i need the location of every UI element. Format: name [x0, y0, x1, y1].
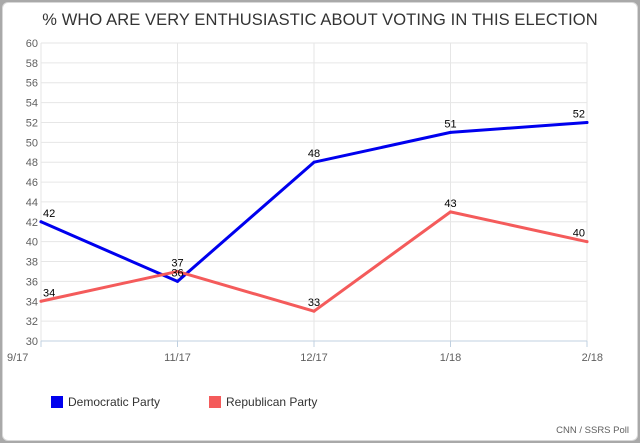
y-tick-label: 52: [26, 117, 38, 129]
y-tick-label: 60: [26, 38, 38, 50]
legend: Democratic Party Republican Party: [51, 395, 317, 409]
y-axis: 30 32 34 36 38 40 42 44 46 48 50 52 54 56 58 60: [26, 38, 38, 348]
data-point[interactable]: [449, 130, 452, 134]
y-tick-label: 50: [26, 137, 38, 149]
y-tick-label: 54: [26, 98, 38, 110]
x-axis: 9/17 11/17 12/17 1/18 2/18: [7, 340, 603, 364]
x-tick-label: 2/18: [582, 352, 603, 364]
legend-label[interactable]: Republican Party: [226, 395, 317, 409]
legend-swatch[interactable]: [51, 396, 63, 408]
chart-title: % WHO ARE VERY ENTHUSIASTIC ABOUT VOTING…: [42, 11, 598, 29]
series-group: [39, 120, 589, 313]
data-point[interactable]: [312, 309, 316, 313]
y-tick-label: 30: [26, 336, 38, 348]
y-tick-label: 56: [26, 78, 38, 90]
y-tick-label: 44: [26, 197, 38, 209]
data-point[interactable]: [39, 299, 43, 303]
data-label: 48: [308, 148, 320, 160]
y-tick-label: 32: [26, 316, 38, 328]
data-label: 51: [444, 118, 456, 130]
data-point[interactable]: [449, 210, 452, 214]
y-tick-label: 40: [26, 237, 38, 249]
y-tick-label: 38: [26, 257, 38, 269]
data-point[interactable]: [39, 220, 43, 224]
data-label: 52: [573, 108, 585, 120]
x-tick-label: 9/17: [7, 352, 28, 364]
legend-label[interactable]: Democratic Party: [68, 395, 160, 409]
x-tick-label: 12/17: [300, 352, 328, 364]
data-point[interactable]: [585, 120, 589, 124]
data-label: 40: [573, 228, 585, 240]
line-chart: 30 32 34 36 38 40 42 44 46 48 50 52 54 56 58 60 9/17 11/…: [7, 38, 629, 436]
data-label: 34: [43, 287, 55, 299]
data-label: 43: [444, 198, 456, 210]
y-tick-label: 58: [26, 58, 38, 70]
data-point[interactable]: [312, 160, 316, 164]
data-point[interactable]: [176, 269, 179, 273]
data-label: 33: [308, 297, 320, 309]
x-tick-label: 1/18: [440, 352, 461, 364]
y-tick-label: 42: [26, 217, 38, 229]
data-label: 36: [171, 267, 183, 279]
data-label: 42: [43, 208, 55, 220]
data-labels: 42 36 48 51 52 34 37 33 43 40: [43, 108, 585, 309]
legend-swatch[interactable]: [209, 396, 221, 408]
y-tick-label: 46: [26, 177, 38, 189]
data-point[interactable]: [585, 240, 589, 244]
data-label: 37: [171, 257, 183, 269]
data-point[interactable]: [176, 279, 179, 283]
chart-credit[interactable]: CNN / SSRS Poll: [556, 425, 629, 436]
y-tick-label: 48: [26, 157, 38, 169]
y-tick-label: 36: [26, 276, 38, 288]
x-tick-label: 11/17: [164, 352, 191, 364]
y-tick-label: 34: [26, 296, 38, 308]
